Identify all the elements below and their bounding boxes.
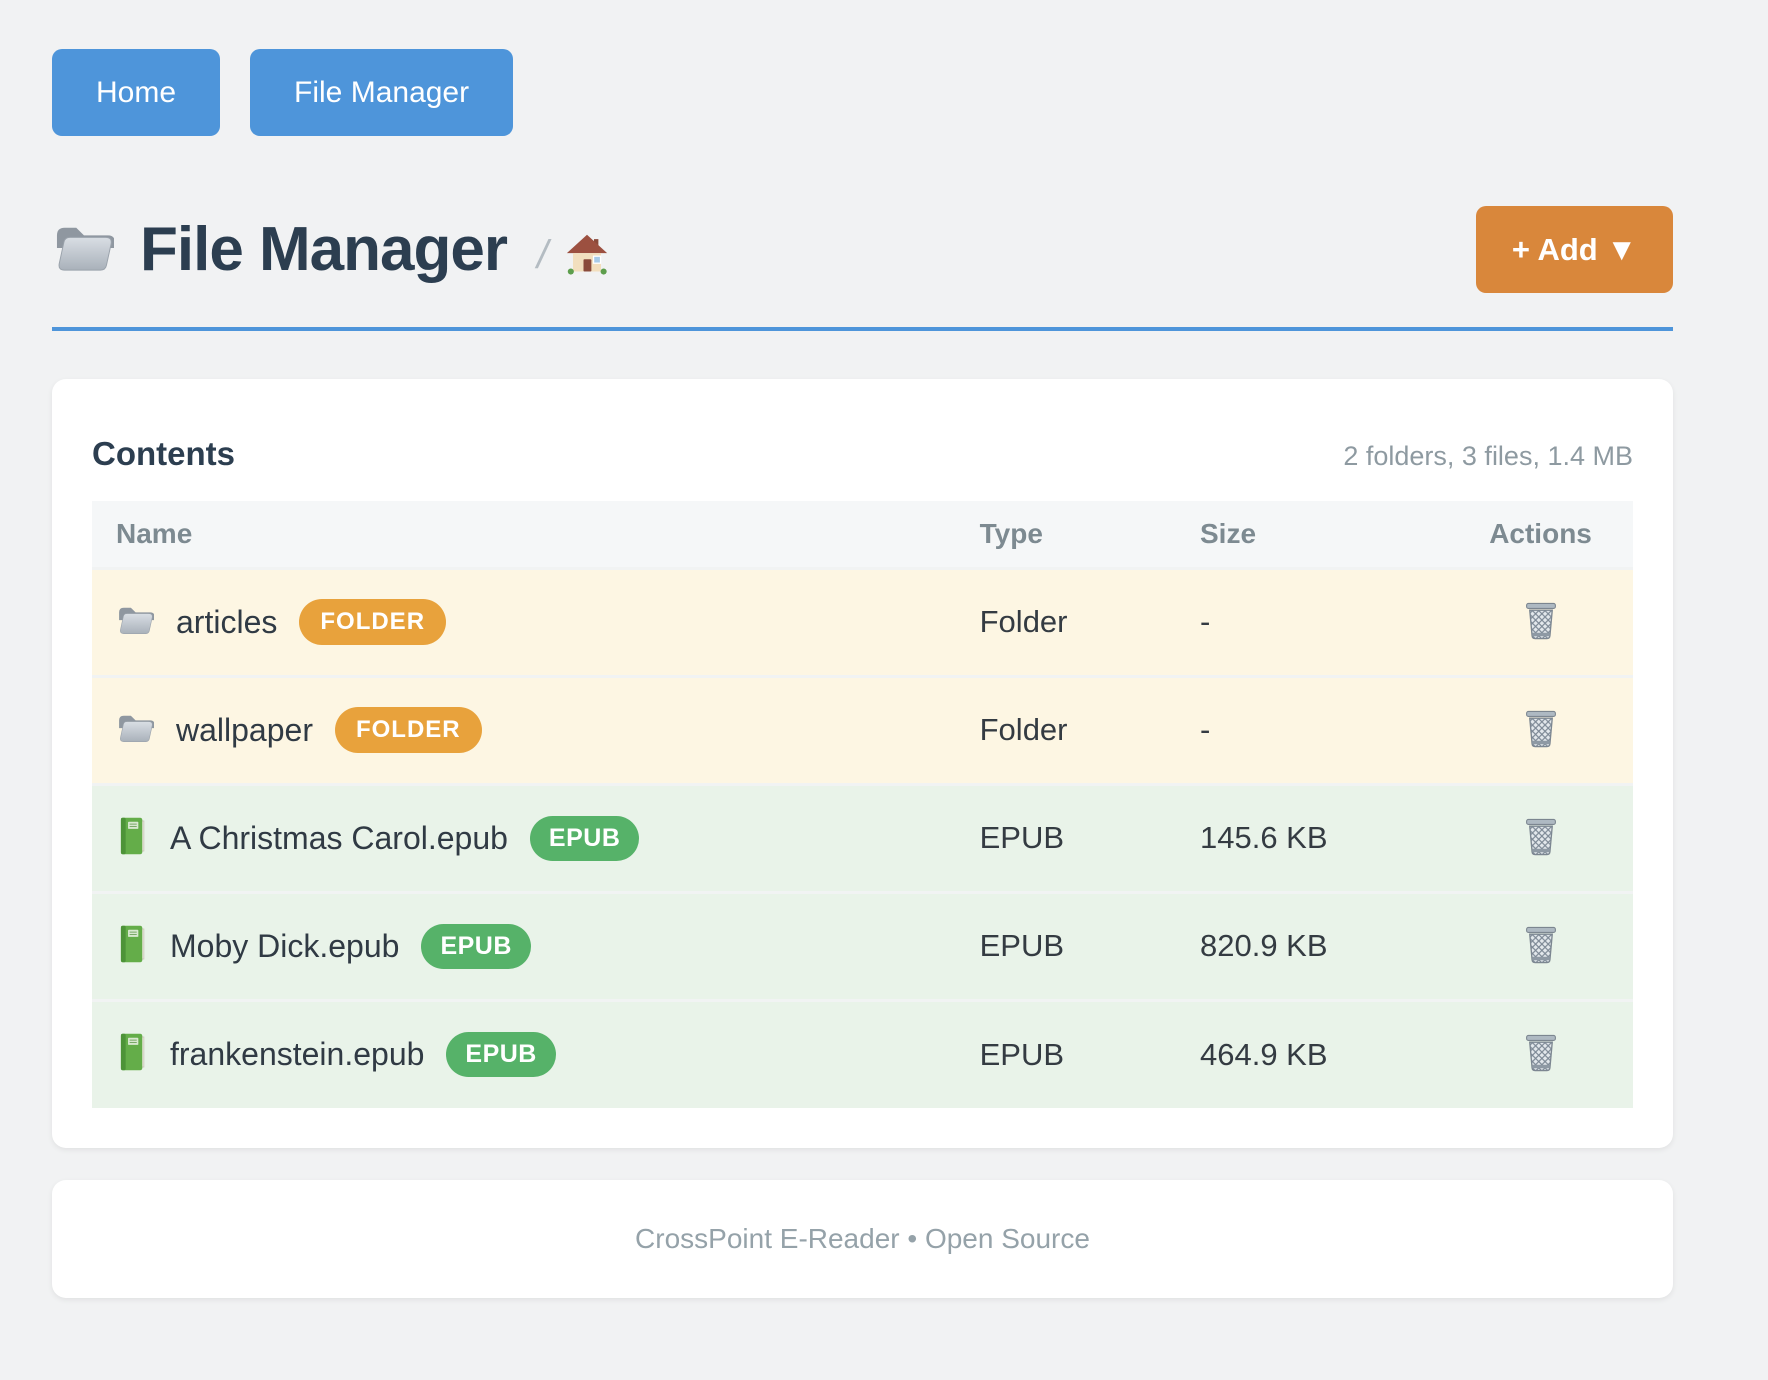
wastebasket-icon xyxy=(1523,710,1559,753)
size-cell: 820.9 KB xyxy=(1199,892,1449,1000)
table-row[interactable]: Moby Dick.epub EPUB EPUB 820.9 KB xyxy=(92,892,1633,1000)
page-title: File Manager xyxy=(140,215,508,284)
contents-card-header: Contents 2 folders, 3 files, 1.4 MB xyxy=(92,435,1633,473)
wastebasket-icon xyxy=(1523,926,1559,969)
wastebasket-icon xyxy=(1523,1035,1559,1077)
type-badge: EPUB xyxy=(421,923,531,969)
file-manager-button[interactable]: File Manager xyxy=(250,49,514,136)
size-cell: - xyxy=(1199,676,1449,784)
type-badge: FOLDER xyxy=(334,707,482,753)
column-header-actions: Actions xyxy=(1448,501,1633,568)
file-table: Name Type Size Actions articles FOLDER xyxy=(92,501,1633,1108)
top-nav: Home File Manager xyxy=(52,0,1673,136)
delete-button[interactable] xyxy=(1517,704,1565,757)
file-name: frankenstein.epub xyxy=(170,1036,425,1073)
book-icon xyxy=(116,817,148,860)
type-badge: EPUB xyxy=(446,1032,556,1078)
type-cell: EPUB xyxy=(979,784,1200,892)
delete-button[interactable] xyxy=(1517,596,1565,649)
title-group: File Manager / xyxy=(52,214,1476,285)
table-row[interactable]: wallpaper FOLDER Folder - xyxy=(92,676,1633,784)
type-cell: Folder xyxy=(979,676,1200,784)
page-header: File Manager / + Add ▼ xyxy=(52,206,1673,293)
folder-icon xyxy=(116,711,155,749)
type-badge: EPUB xyxy=(529,815,640,861)
folder-icon xyxy=(52,220,115,279)
file-table-body: articles FOLDER Folder - xyxy=(92,568,1633,1108)
house-icon[interactable] xyxy=(566,233,608,280)
type-cell: EPUB xyxy=(979,892,1200,1000)
type-cell: Folder xyxy=(979,568,1200,676)
contents-title: Contents xyxy=(92,435,235,472)
home-button[interactable]: Home xyxy=(52,49,221,136)
folder-icon xyxy=(116,603,155,641)
book-icon xyxy=(116,1033,148,1076)
footer-card: CrossPoint E-Reader • Open Source xyxy=(52,1180,1673,1298)
file-name: Moby Dick.epub xyxy=(170,927,400,964)
delete-button[interactable] xyxy=(1517,812,1565,865)
column-header-name: Name xyxy=(92,501,980,568)
footer-text: CrossPoint E-Reader • Open Source xyxy=(635,1223,1090,1254)
column-header-type: Type xyxy=(979,501,1200,568)
table-row[interactable]: articles FOLDER Folder - xyxy=(92,568,1633,676)
file-name: wallpaper xyxy=(176,711,313,748)
wastebasket-icon xyxy=(1523,818,1559,861)
breadcrumb-separator: / xyxy=(537,233,549,277)
table-row[interactable]: frankenstein.epub EPUB EPUB 464.9 KB xyxy=(92,1000,1633,1108)
size-cell: - xyxy=(1199,568,1449,676)
type-cell: EPUB xyxy=(979,1000,1200,1108)
wastebasket-icon xyxy=(1523,602,1559,645)
delete-button[interactable] xyxy=(1517,920,1565,973)
page-container: Home File Manager File Manager / xyxy=(52,0,1673,1298)
type-badge: FOLDER xyxy=(299,599,447,645)
contents-summary: 2 folders, 3 files, 1.4 MB xyxy=(1343,441,1633,471)
contents-card: Contents 2 folders, 3 files, 1.4 MB Name… xyxy=(52,379,1673,1148)
header-divider xyxy=(52,327,1673,331)
size-cell: 464.9 KB xyxy=(1199,1000,1449,1108)
delete-button[interactable] xyxy=(1517,1028,1565,1081)
book-icon xyxy=(116,925,148,968)
size-cell: 145.6 KB xyxy=(1199,784,1449,892)
add-button[interactable]: + Add ▼ xyxy=(1475,206,1673,293)
file-name: articles xyxy=(176,603,278,640)
file-name: A Christmas Carol.epub xyxy=(170,819,508,856)
file-table-header: Name Type Size Actions xyxy=(92,501,1633,568)
column-header-size: Size xyxy=(1199,501,1449,568)
table-row[interactable]: A Christmas Carol.epub EPUB EPUB 145.6 K… xyxy=(92,784,1633,892)
